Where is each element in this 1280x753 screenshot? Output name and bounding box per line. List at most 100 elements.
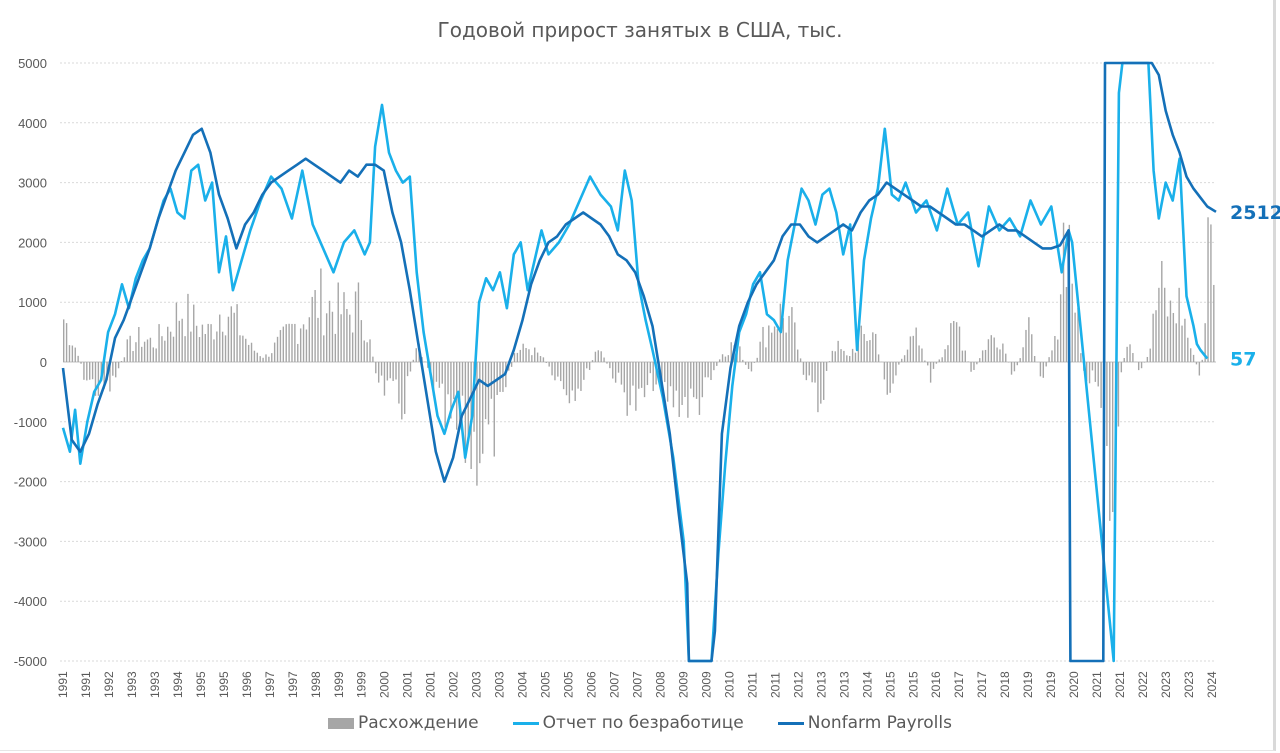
bar — [1146, 356, 1149, 362]
x-tick-label: 2002 — [447, 671, 461, 698]
bar — [620, 362, 623, 385]
bar — [906, 349, 909, 362]
bar — [149, 337, 152, 362]
bar — [516, 352, 519, 362]
bar — [175, 302, 178, 362]
bar — [366, 342, 368, 362]
bar — [814, 362, 816, 383]
bar — [661, 362, 663, 387]
bar — [796, 349, 799, 362]
bar — [675, 362, 678, 391]
bar — [493, 362, 495, 457]
y-tick-label: 0 — [40, 355, 47, 370]
bar — [450, 362, 452, 419]
y-tick-label: -4000 — [14, 594, 47, 609]
bar — [169, 331, 172, 362]
x-tick-label: 1998 — [309, 671, 323, 698]
bar — [68, 345, 71, 362]
bar — [652, 362, 654, 392]
bar — [1039, 362, 1042, 377]
x-tick-label: 1993 — [125, 671, 139, 698]
bar — [643, 362, 646, 398]
bar — [548, 362, 550, 367]
bar — [901, 358, 903, 362]
bar — [588, 362, 591, 370]
bar — [1042, 362, 1045, 378]
bar — [181, 318, 183, 362]
legend-label: Nonfarm Payrolls — [807, 713, 952, 733]
bar — [597, 350, 599, 362]
bar — [979, 358, 981, 362]
end-labels: 2512 57 — [1230, 202, 1280, 371]
bar — [863, 334, 865, 362]
bar — [802, 362, 805, 375]
bar — [216, 331, 218, 362]
bar — [704, 362, 706, 378]
x-tick-label: 1994 — [171, 671, 185, 698]
bar — [444, 362, 446, 428]
x-tick-label: 2007 — [608, 671, 622, 698]
bar — [984, 349, 987, 362]
x-tick-label: 2000 — [378, 671, 392, 698]
bar — [554, 362, 556, 381]
bar — [1161, 260, 1163, 362]
y-tick-label: -1000 — [14, 415, 47, 430]
bar — [100, 362, 102, 377]
series-discrepancy-bars — [63, 217, 1215, 521]
legend-item-nonfarm-payrolls: Nonfarm Payrolls — [777, 713, 952, 733]
bar — [950, 323, 952, 362]
bar — [955, 322, 958, 362]
x-tick-label: 2011 — [768, 672, 782, 698]
bar — [993, 337, 995, 362]
bar — [935, 362, 938, 364]
bar — [586, 362, 588, 369]
bar — [1097, 362, 1099, 387]
series-line-nonfarm-payrolls — [61, 61, 1217, 663]
bar — [123, 357, 126, 362]
x-tick-label: 2021 — [1113, 671, 1127, 698]
bar — [895, 362, 897, 376]
bar — [981, 350, 984, 362]
bar — [869, 340, 871, 362]
bar — [1007, 362, 1010, 363]
bar — [577, 362, 579, 389]
bar — [233, 312, 235, 362]
bar — [773, 326, 776, 362]
bar — [941, 357, 943, 362]
bar — [77, 355, 79, 362]
bar — [1054, 336, 1056, 362]
bar — [279, 330, 282, 362]
bar — [727, 355, 730, 362]
bar — [614, 362, 617, 383]
y-axis-ticks: 5000 4000 3000 2000 1000 0 -1000 -2000 -3000 -400… — [14, 56, 47, 669]
bar — [687, 362, 689, 418]
bar — [1213, 284, 1215, 362]
bar — [1091, 362, 1094, 371]
bar — [609, 362, 611, 369]
x-tick-label: 2016 — [929, 671, 943, 698]
bar — [536, 352, 539, 362]
bar — [308, 317, 311, 362]
bar — [349, 314, 351, 362]
bar — [1028, 317, 1030, 362]
end-label: 2512 — [1230, 202, 1280, 224]
bar — [591, 360, 594, 362]
bar — [701, 362, 704, 398]
bar — [623, 362, 626, 393]
bar — [317, 317, 319, 362]
bar — [325, 313, 328, 362]
bar — [282, 326, 285, 362]
bar — [1022, 347, 1024, 362]
x-tick-label: 2015 — [883, 671, 897, 698]
x-tick-label: 2017 — [975, 671, 989, 698]
bar — [915, 327, 917, 362]
x-tick-label: 2011 — [745, 672, 759, 698]
bar — [886, 362, 888, 395]
bar — [158, 324, 160, 362]
bar — [756, 357, 758, 362]
x-tick-label: 2013 — [814, 671, 828, 698]
bar — [866, 340, 868, 362]
bar — [167, 326, 169, 362]
bar — [1045, 362, 1047, 367]
bar — [1094, 362, 1097, 382]
